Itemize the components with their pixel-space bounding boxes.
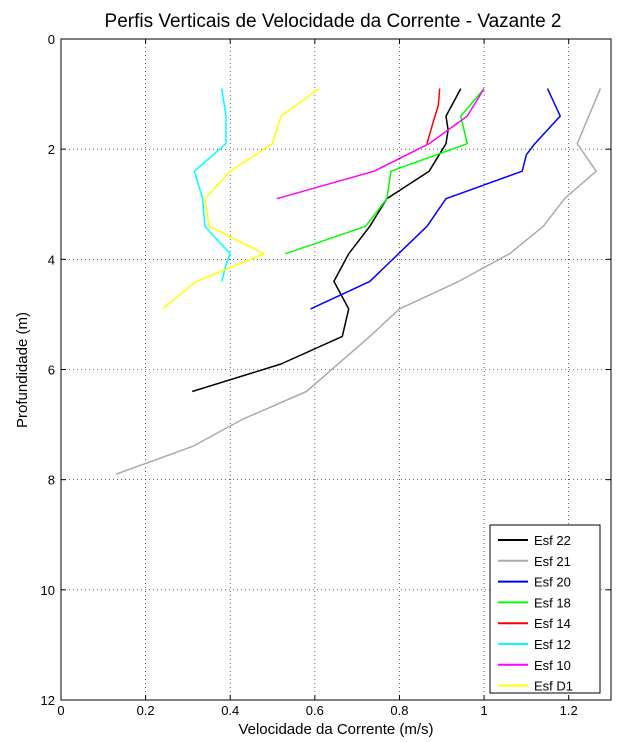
legend-label-esf-14: Esf 14 (534, 616, 571, 631)
legend-label-esf-d1: Esf D1 (534, 679, 573, 694)
series-line-esf-18 (284, 88, 485, 255)
legend-label-esf-12: Esf 12 (534, 637, 571, 652)
legend-label-esf-20: Esf 20 (534, 575, 571, 590)
legend-label-esf-21: Esf 21 (534, 554, 571, 569)
series-lines (115, 87, 602, 475)
x-tick-label: 1.2 (560, 703, 578, 718)
legend-label-esf-10: Esf 10 (534, 658, 571, 673)
series-line-esf-d1 (162, 87, 320, 310)
y-tick-label: 4 (48, 252, 55, 267)
x-tick-label: 0 (57, 703, 64, 718)
legend-label-esf-22: Esf 22 (534, 533, 571, 548)
series-line-esf-12 (193, 88, 231, 282)
series-line-esf-21 (115, 88, 602, 475)
y-tick-label: 6 (48, 363, 55, 378)
axis-ticks: 0 0.2 0.4 0.6 0.8 1 1.2 0 2 4 6 8 10 12 (41, 32, 611, 718)
y-tick-label: 0 (48, 32, 55, 47)
y-tick-label: 10 (41, 583, 55, 598)
x-axis-label: Velocidade da Corrente (m/s) (238, 721, 433, 738)
series-line-esf-14 (426, 88, 441, 144)
y-axis-label: Profundidade (m) (14, 312, 31, 428)
y-tick-label: 2 (48, 142, 55, 157)
x-tick-label: 0.6 (306, 703, 324, 718)
chart-title: Perfis Verticais de Velocidade da Corren… (105, 11, 562, 32)
x-tick-label: 0.8 (390, 703, 408, 718)
x-tick-label: 0.2 (137, 703, 155, 718)
legend: Esf 22 Esf 21 Esf 20 Esf 18 Esf 14 Esf 12 Esf … (489, 524, 601, 694)
y-tick-label: 12 (41, 693, 55, 708)
series-line-esf-20 (310, 88, 561, 310)
legend-label-esf-18: Esf 18 (534, 595, 571, 610)
series-line-esf-10 (276, 88, 485, 200)
x-tick-label: 1 (480, 703, 487, 718)
x-tick-label: 0.4 (221, 703, 239, 718)
y-tick-label: 8 (48, 473, 55, 488)
